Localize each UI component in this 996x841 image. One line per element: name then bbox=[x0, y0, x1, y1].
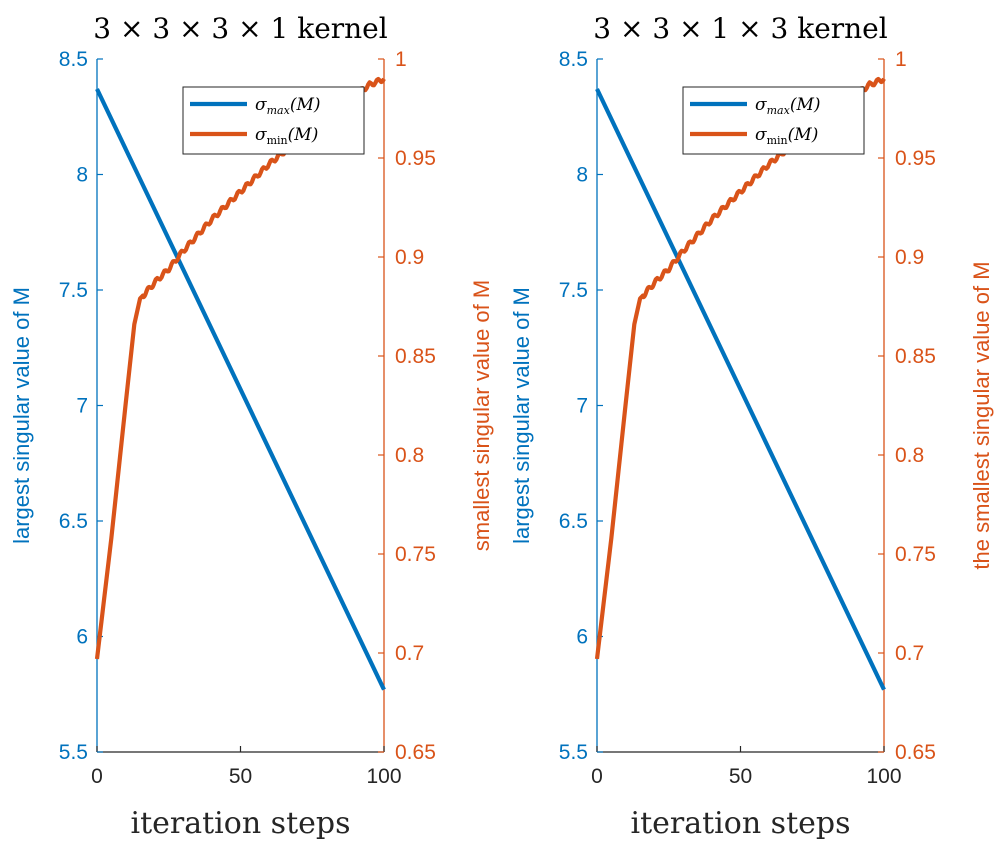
y-right-tick-label: 0.9 bbox=[395, 246, 424, 269]
y-right-tick-label: 0.7 bbox=[895, 642, 924, 665]
y-right-tick-label: 0.7 bbox=[395, 642, 424, 665]
y-right-tick-label: 0.9 bbox=[895, 246, 924, 269]
legend-symbol: σ bbox=[755, 95, 767, 115]
x-axis-label: iteration steps bbox=[130, 806, 350, 841]
legend-subscript: max bbox=[267, 104, 291, 117]
chart-title: 3 × 3 × 1 × 3 kernel bbox=[593, 12, 887, 45]
x-tick-label: 50 bbox=[729, 765, 752, 788]
legend-entry-label: σmin(M) bbox=[755, 125, 818, 147]
legend-box bbox=[182, 86, 365, 155]
series-line-max bbox=[95, 88, 386, 691]
y-right-tick-label: 1 bbox=[395, 48, 407, 71]
x-tick-label: 100 bbox=[366, 765, 401, 788]
y-right-tick-label: 0.65 bbox=[895, 741, 936, 764]
legend-subscript: min bbox=[767, 134, 788, 147]
y-left-tick-label: 7.5 bbox=[559, 279, 588, 302]
legend-argument: (M) bbox=[788, 125, 819, 145]
y-left-tick-label: 7 bbox=[76, 395, 88, 418]
y-left-tick-label: 6 bbox=[76, 626, 88, 649]
legend-symbol: σ bbox=[255, 95, 267, 115]
x-tick-label: 50 bbox=[229, 765, 252, 788]
y-right-tick-label: 0.8 bbox=[895, 444, 924, 467]
y-left-tick-label: 6.5 bbox=[59, 510, 88, 533]
x-tick-label: 0 bbox=[91, 765, 103, 788]
legend-entry-label: σmax(M) bbox=[255, 95, 320, 117]
y-left-tick-label: 6 bbox=[576, 626, 588, 649]
series-line-max bbox=[595, 88, 886, 691]
y-axis-right-label: smallest singular value of M bbox=[469, 280, 494, 551]
y-axis-right-label: the smallest singular value of M bbox=[969, 261, 994, 569]
legend-entry-label: σmin(M) bbox=[255, 125, 318, 147]
y-left-tick-label: 8.5 bbox=[559, 48, 588, 71]
y-left-tick-label: 7.5 bbox=[59, 279, 88, 302]
y-right-tick-label: 0.95 bbox=[395, 147, 436, 170]
legend-box bbox=[682, 86, 865, 155]
legend-argument: (M) bbox=[790, 95, 821, 115]
chart-title: 3 × 3 × 3 × 1 kernel bbox=[93, 12, 387, 45]
x-tick-label: 0 bbox=[591, 765, 603, 788]
x-axis-label: iteration steps bbox=[630, 806, 850, 841]
y-left-tick-label: 5.5 bbox=[559, 741, 588, 764]
y-right-tick-label: 0.95 bbox=[895, 147, 936, 170]
y-right-tick-label: 0.85 bbox=[895, 345, 936, 368]
chart-panel-2: 3 × 3 × 1 × 3 kernel 0 50 100 5.5 6 6.5 7 7.5 8 8.… bbox=[509, 12, 994, 841]
y-right-tick-label: 0.75 bbox=[895, 543, 936, 566]
y-left-tick-label: 6.5 bbox=[559, 510, 588, 533]
legend-subscript: min bbox=[267, 134, 288, 147]
legend-entry-label: σmax(M) bbox=[755, 95, 820, 117]
y-left-tick-label: 8 bbox=[76, 164, 88, 187]
y-left-tick-label: 7 bbox=[576, 395, 588, 418]
y-right-tick-label: 0.8 bbox=[395, 444, 424, 467]
x-tick-label: 100 bbox=[866, 765, 901, 788]
series-line-min bbox=[94, 76, 386, 660]
y-right-tick-label: 0.75 bbox=[395, 543, 436, 566]
y-right-tick-label: 0.65 bbox=[395, 741, 436, 764]
y-right-tick-label: 1 bbox=[895, 48, 907, 71]
legend-symbol: σ bbox=[755, 125, 767, 145]
y-right-tick-label: 0.85 bbox=[395, 345, 436, 368]
chart-panel-1: 3 × 3 × 3 × 1 kernel 0 50 100 5.5 6 6.5 7 7.5 8 8.… bbox=[9, 12, 494, 841]
legend-argument: (M) bbox=[288, 125, 319, 145]
y-axis-left-label: largest singular value of M bbox=[509, 287, 534, 544]
y-left-tick-label: 5.5 bbox=[59, 741, 88, 764]
y-axis-left-label: largest singular value of M bbox=[9, 287, 34, 544]
series-line-min bbox=[594, 76, 886, 660]
legend-symbol: σ bbox=[255, 125, 267, 145]
y-left-tick-label: 8.5 bbox=[59, 48, 88, 71]
y-left-tick-label: 8 bbox=[576, 164, 588, 187]
legend-argument: (M) bbox=[290, 95, 321, 115]
legend-subscript: max bbox=[767, 104, 791, 117]
